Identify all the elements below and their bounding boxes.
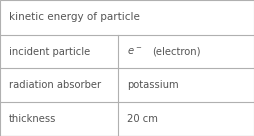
Text: kinetic energy of particle: kinetic energy of particle (9, 12, 140, 22)
Text: 20 cm: 20 cm (127, 114, 158, 124)
Text: incident particle: incident particle (9, 47, 90, 57)
Text: radiation absorber: radiation absorber (9, 80, 101, 90)
Text: potassium: potassium (127, 80, 179, 90)
Text: $\mathit{e}^-$: $\mathit{e}^-$ (127, 46, 142, 57)
Text: thickness: thickness (9, 114, 56, 124)
Text: (electron): (electron) (152, 47, 201, 57)
